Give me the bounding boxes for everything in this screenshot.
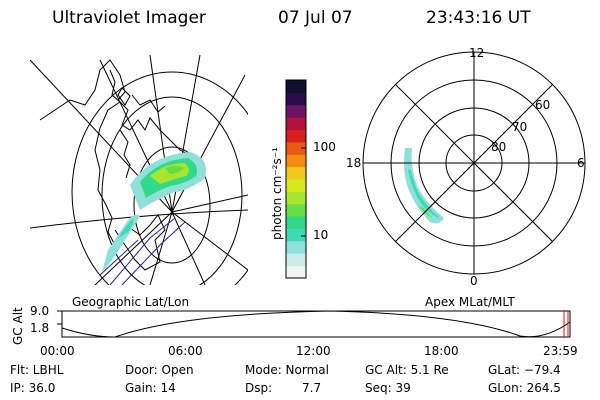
timeline-ytick-9: 9.0 bbox=[30, 304, 50, 318]
timeline-xtick-1200: 12:00 bbox=[296, 344, 331, 358]
colorbar-band bbox=[286, 253, 306, 267]
mlt-label-12: 12 bbox=[469, 46, 485, 60]
colorbar-band bbox=[286, 117, 306, 130]
altitude-timeline bbox=[57, 310, 571, 338]
info-dsp-value: 7.7 bbox=[302, 381, 322, 395]
colorbar-unit: photon cm⁻²s⁻¹ bbox=[270, 147, 284, 240]
colorbar bbox=[286, 80, 306, 279]
colorbar-band bbox=[286, 92, 306, 106]
timeline-frame bbox=[61, 310, 571, 338]
colorbar-band bbox=[286, 216, 306, 229]
colorbar-band bbox=[286, 104, 306, 118]
polar-plot bbox=[362, 51, 586, 275]
lat-circle-75 bbox=[133, 146, 211, 264]
info-ip: IP: 36.0 bbox=[10, 381, 56, 395]
timeline-axis-label: GC Alt bbox=[11, 307, 25, 345]
colorbar-band bbox=[286, 141, 306, 155]
coastlines bbox=[39, 59, 196, 271]
colorbar-band bbox=[286, 80, 306, 93]
colorbar-frame bbox=[285, 79, 307, 279]
colorbar-band bbox=[286, 228, 306, 242]
timeline-xtick-2359: 23:59 bbox=[543, 344, 578, 358]
colorbar-band bbox=[286, 240, 306, 254]
info-mode: Mode: Normal bbox=[245, 363, 329, 377]
mlat-label-70: 70 bbox=[512, 120, 528, 134]
info-dsp-label: Dsp: bbox=[245, 381, 273, 395]
altitude-curve bbox=[61, 310, 571, 338]
aurora-geo bbox=[102, 152, 206, 272]
info-gain: Gain: 14 bbox=[125, 381, 176, 395]
time-label: 23:43:16 UT bbox=[426, 8, 531, 28]
instrument-title: Ultraviolet Imager bbox=[52, 8, 206, 28]
mlat-label-80: 80 bbox=[491, 140, 507, 154]
timeline-xtick-0000: 00:00 bbox=[40, 344, 75, 358]
left-panel-label: Geographic Lat/Lon bbox=[72, 295, 190, 309]
info-flt: Flt: LBHL bbox=[10, 363, 64, 377]
mlt-label-0: 0 bbox=[470, 274, 478, 288]
earth-limb bbox=[71, 71, 248, 285]
lat-circle-60 bbox=[101, 96, 243, 285]
colorbar-band bbox=[286, 203, 306, 217]
colorbar-label-100: 100 bbox=[313, 140, 336, 154]
geographic-map bbox=[30, 54, 248, 285]
colorbar-band bbox=[286, 129, 306, 143]
right-panel-label: Apex MLat/MLT bbox=[425, 295, 515, 309]
info-door: Door: Open bbox=[125, 363, 194, 377]
timeline-ytick-1-8: 1.8 bbox=[30, 321, 50, 335]
timeline-xtick-1800: 18:00 bbox=[424, 344, 459, 358]
colorbar-band bbox=[286, 179, 306, 192]
info-seq: Seq: 39 bbox=[365, 381, 411, 395]
timeline-xtick-0600: 06:00 bbox=[168, 344, 203, 358]
info-gc-alt: GC Alt: 5.1 Re bbox=[365, 363, 449, 377]
colorbar-band bbox=[286, 191, 306, 205]
colorbar-band bbox=[286, 154, 306, 168]
info-glat: GLat: −79.4 bbox=[488, 363, 561, 377]
colorbar-label-10: 10 bbox=[313, 228, 329, 242]
mlt-label-6: 6 bbox=[577, 156, 585, 170]
mlt-label-18: 18 bbox=[346, 156, 362, 170]
colorbar-band bbox=[286, 265, 306, 279]
mlat-label-60: 60 bbox=[535, 98, 551, 112]
info-glon: GLon: 264.5 bbox=[488, 381, 561, 395]
colorbar-band bbox=[286, 166, 306, 180]
date-label: 07 Jul 07 bbox=[278, 8, 353, 28]
boundary-lines bbox=[99, 217, 186, 285]
polar-spokes bbox=[363, 52, 585, 274]
